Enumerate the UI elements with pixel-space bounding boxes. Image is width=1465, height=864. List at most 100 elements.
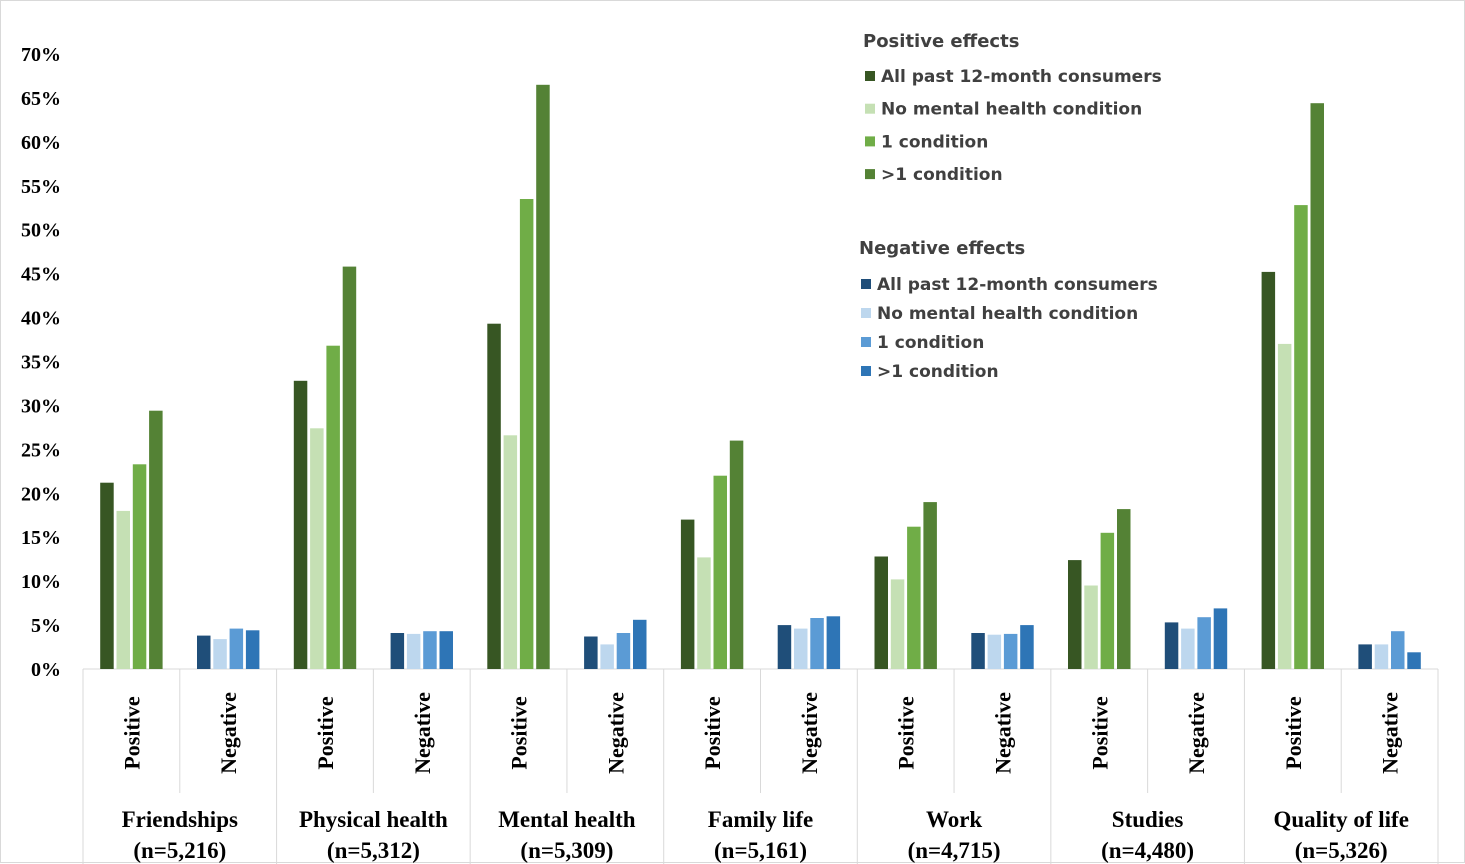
category-n-label: (n=4,480)	[1101, 838, 1194, 863]
y-tick-label: 25%	[21, 439, 61, 461]
positive-bar	[697, 557, 711, 669]
negative-bar	[616, 633, 631, 669]
negative-bar	[1374, 644, 1389, 669]
y-tick-label: 0%	[31, 659, 61, 681]
y-tick-label: 60%	[21, 132, 61, 154]
legend: Positive effects All past 12-month consum…	[859, 31, 1162, 382]
positive-sub-label: Positive	[1087, 696, 1112, 770]
positive-bar	[519, 199, 534, 669]
legend-negative-swatch	[861, 279, 871, 289]
category-label: Mental health	[498, 807, 636, 832]
y-tick-label: 40%	[21, 308, 61, 330]
legend-negative-item: No mental health condition	[877, 304, 1138, 324]
legend-positive-title: Positive effects	[863, 31, 1019, 52]
negative-bar	[584, 636, 598, 669]
negative-bar	[1407, 652, 1421, 669]
negative-sub-label: Negative	[797, 692, 822, 774]
category-label: Physical health	[299, 807, 448, 832]
category-label: Work	[926, 807, 982, 832]
negative-bar	[245, 630, 260, 669]
legend-negative-item: All past 12-month consumers	[877, 275, 1158, 295]
positive-bar	[1294, 205, 1308, 669]
category-n-label: (n=5,312)	[327, 838, 420, 863]
y-tick-label: 70%	[21, 44, 61, 66]
positive-bar	[1310, 103, 1324, 669]
negative-bar	[1003, 633, 1018, 669]
positive-bar	[1261, 271, 1276, 669]
positive-bar	[116, 510, 130, 669]
legend-negative-swatch	[861, 337, 871, 347]
positive-bar	[536, 84, 550, 670]
positive-bar	[1117, 509, 1131, 669]
negative-bar	[406, 633, 421, 669]
label-layer: Positive Negative Friendships (n=5,216) Posi…	[119, 692, 1409, 863]
positive-bar	[342, 266, 357, 669]
positive-bar	[1068, 560, 1082, 669]
y-tick-label: 20%	[21, 483, 61, 505]
legend-positive-swatch	[865, 71, 875, 81]
negative-bar	[1358, 644, 1372, 669]
positive-bar	[132, 464, 147, 669]
positive-sub-label: Positive	[313, 696, 338, 770]
y-tick-label: 5%	[31, 615, 61, 637]
positive-bar	[149, 410, 163, 669]
negative-sub-label: Negative	[603, 692, 628, 774]
negative-bar	[971, 633, 985, 669]
negative-sub-label: Negative	[1378, 692, 1403, 774]
axis-layer: 0% 5% 10% 15% 20% 25% 30% 35% 40% 45% 50% 55% 60% 65%…	[21, 44, 1439, 864]
negative-sub-label: Negative	[991, 692, 1016, 774]
positive-bar	[326, 345, 340, 669]
legend-negative-item: 1 condition	[877, 333, 984, 353]
positive-bar	[729, 440, 744, 669]
positive-sub-label: Positive	[894, 696, 919, 770]
category-n-label: (n=5,161)	[714, 838, 807, 863]
positive-sub-label: Positive	[1281, 696, 1306, 770]
y-tick-label: 35%	[21, 352, 61, 374]
positive-bar	[503, 435, 518, 669]
category-n-label: (n=5,326)	[1295, 838, 1388, 863]
positive-bar	[890, 579, 905, 669]
negative-bar	[439, 631, 453, 669]
negative-bar	[1020, 625, 1034, 669]
y-tick-label: 10%	[21, 571, 61, 593]
category-n-label: (n=5,216)	[133, 838, 226, 863]
positive-bar	[1100, 532, 1115, 669]
positive-sub-label: Positive	[700, 696, 725, 770]
legend-positive-swatch	[865, 169, 875, 180]
legend-negative-title: Negative effects	[859, 238, 1025, 259]
negative-bar	[633, 619, 647, 669]
category-label: Family life	[708, 807, 813, 832]
negative-sub-label: Negative	[410, 692, 435, 774]
legend-negative-swatch	[861, 366, 871, 376]
legend-negative-swatch	[861, 308, 871, 318]
positive-bar	[310, 428, 324, 669]
negative-bar	[1391, 631, 1405, 669]
bar-layer	[100, 84, 1421, 670]
negative-bar	[794, 628, 808, 669]
category-label: Quality of life	[1273, 807, 1408, 832]
category-label: Studies	[1112, 807, 1184, 832]
negative-bar	[1181, 628, 1195, 669]
positive-bar	[100, 482, 114, 669]
negative-bar	[423, 631, 437, 669]
negative-bar	[390, 633, 405, 669]
category-n-label: (n=4,715)	[908, 838, 1001, 863]
legend-positive-item: All past 12-month consumers	[881, 67, 1162, 87]
legend-positive-item: >1 condition	[881, 165, 1003, 185]
positive-sub-label: Positive	[507, 696, 532, 770]
negative-bar	[987, 634, 1002, 669]
negative-bar	[600, 644, 614, 669]
y-tick-label: 45%	[21, 264, 61, 286]
negative-bar	[777, 625, 792, 669]
y-tick-label: 30%	[21, 395, 61, 417]
negative-bar	[229, 628, 244, 669]
y-tick-label: 15%	[21, 527, 61, 549]
legend-positive-swatch	[865, 103, 875, 114]
positive-bar	[1277, 343, 1292, 669]
legend-positive-swatch	[865, 136, 875, 147]
positive-bar	[874, 556, 888, 669]
negative-sub-label: Negative	[1184, 692, 1209, 774]
legend-positive-item: 1 condition	[881, 132, 988, 152]
